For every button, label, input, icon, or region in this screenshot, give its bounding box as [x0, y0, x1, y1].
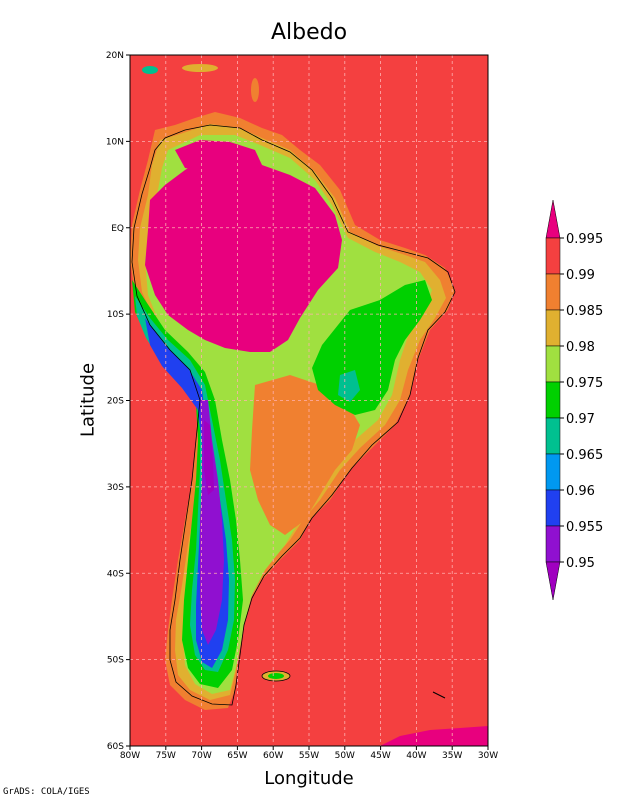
y-tick-label: 30S	[107, 483, 124, 493]
colorbar-label: 0.985	[566, 304, 603, 319]
y-tick-label: 20S	[107, 397, 124, 407]
colorbar-label: 0.98	[566, 340, 595, 355]
x-tick-label: 35W	[442, 751, 462, 761]
colorbar-label: 0.965	[566, 448, 603, 463]
y-tick-label: 10S	[107, 310, 124, 320]
x-tick-label: 65W	[227, 751, 247, 761]
y-tick-label: 10N	[106, 137, 124, 147]
colorbar-label: 0.97	[566, 412, 595, 427]
colorbar-swatch	[545, 309, 561, 347]
colorbar-swatch	[545, 489, 561, 527]
x-axis-label: Longitude	[264, 768, 354, 789]
southern-pink-region	[380, 726, 488, 746]
colorbar-swatch	[545, 453, 561, 491]
x-tick-label: 80W	[120, 751, 140, 761]
colorbar-label: 0.995	[566, 232, 603, 247]
y-tick-label: 20N	[106, 51, 124, 61]
grid-lines	[130, 55, 488, 746]
x-tick-label: 30W	[478, 751, 498, 761]
y-tick-label: 60S	[107, 742, 124, 752]
y-tick-labels: 20N 10N EQ 10S 20S 30S 40S 50S 60S	[106, 51, 130, 752]
andes-purple-2	[204, 420, 214, 495]
x-tick-label: 75W	[156, 751, 176, 761]
amazon-high-albedo	[145, 150, 342, 352]
guiana-high-albedo	[175, 140, 262, 172]
y-tick-label: 50S	[107, 656, 124, 666]
caribbean-island-2	[182, 64, 218, 72]
brazil-teal-patch	[338, 370, 360, 402]
brazil-green-patch-2	[400, 286, 425, 315]
colorbar-label: 0.975	[566, 376, 603, 391]
east-coast-transition	[250, 375, 360, 535]
grads-credit: GrADS: COLA/IGES	[3, 787, 90, 797]
map-title: Albedo	[270, 20, 348, 45]
x-tick-label: 50W	[335, 751, 355, 761]
colorbar-swatch	[545, 237, 561, 275]
colorbar-label: 0.96	[566, 484, 595, 499]
colorbar: 0.995 0.99 0.985 0.98 0.975 0.97 0.965 0.96 0.95…	[545, 199, 603, 601]
colorbar-swatch	[545, 525, 561, 563]
x-tick-label: 60W	[263, 751, 283, 761]
x-tick-labels: 80W 75W 70W 65W 60W 55W 50W 45W 40W 35W 30W	[120, 746, 498, 761]
albedo-field	[130, 64, 488, 746]
y-tick-label: 40S	[107, 569, 124, 579]
y-tick-label: EQ	[111, 224, 124, 234]
colorbar-top-arrow	[545, 199, 561, 239]
colorbar-swatch	[545, 417, 561, 455]
x-tick-label: 70W	[191, 751, 211, 761]
x-tick-label: 55W	[299, 751, 319, 761]
colorbar-swatch	[545, 345, 561, 383]
caribbean-island-1	[142, 66, 158, 74]
colorbar-label: 0.955	[566, 520, 603, 535]
colorbar-bottom-arrow	[545, 561, 561, 601]
x-tick-label: 40W	[406, 751, 426, 761]
colorbar-swatch	[545, 273, 561, 311]
colorbar-swatch	[545, 381, 561, 419]
colorbar-label: 0.99	[566, 268, 595, 283]
colorbar-label: 0.95	[566, 556, 595, 571]
caribbean-island-3	[251, 78, 259, 102]
x-tick-label: 45W	[370, 751, 390, 761]
